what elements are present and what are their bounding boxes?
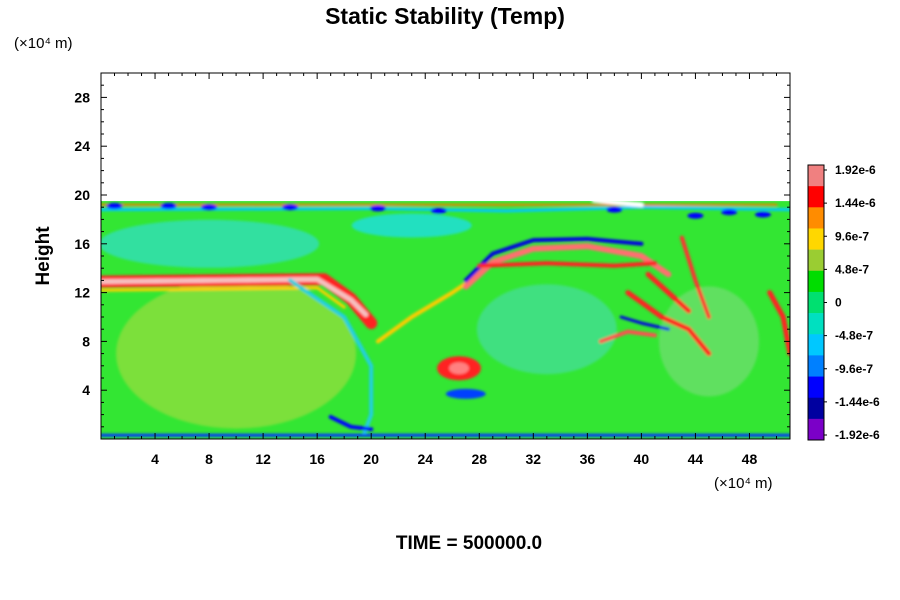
chart-title: Static Stability (Temp)	[325, 3, 565, 29]
y-tick-label: 12	[74, 285, 90, 301]
colorbar-segment	[808, 291, 824, 314]
tilted-band	[645, 271, 692, 314]
colorbar-label: 0	[835, 296, 842, 310]
colorbar-label: -1.44e-6	[835, 395, 880, 409]
x-axis-ticks: 4 8 12 16 20 24 28 32 36 40 44 48	[114, 73, 777, 467]
upper-layer	[101, 205, 790, 213]
colorbar-label: 1.44e-6	[835, 196, 876, 210]
upper-blob	[369, 205, 386, 212]
colorbar-label: -4.8e-7	[835, 329, 873, 343]
x-tick-label: 4	[151, 451, 159, 467]
field-structures	[101, 197, 790, 437]
colorbar-segment	[808, 418, 824, 441]
colorbar-segment	[808, 186, 824, 208]
y-tick-label: 8	[82, 333, 90, 349]
y-tick-label: 28	[74, 89, 90, 105]
cool-patch	[101, 219, 320, 268]
stable-layer-fringe	[101, 286, 346, 309]
stable-layer-core	[101, 276, 369, 318]
colorbar-segment	[808, 207, 824, 229]
y-tick-label: 16	[74, 236, 90, 252]
colorbar-segment	[808, 228, 824, 250]
colorbar-segment	[808, 270, 824, 293]
x-axis-units: (×10⁴ m)	[714, 475, 773, 492]
upper-blob	[160, 202, 177, 209]
upper-blob	[106, 202, 123, 209]
colorbar: 1.92e-6 1.44e-6 9.6e-7 4.8e-7 0 -4.8e-7 -9.6e-…	[807, 163, 880, 442]
x-tick-label: 44	[688, 451, 704, 467]
colorbar-segment	[808, 249, 824, 272]
upper-blob	[201, 204, 218, 211]
positive-blob-core	[449, 362, 470, 375]
upper-blob	[721, 209, 738, 216]
colorbar-segment	[808, 376, 824, 398]
top-gap	[591, 197, 644, 208]
x-tick-label: 24	[417, 451, 433, 467]
time-label: TIME = 500000.0	[396, 533, 542, 554]
shear-line	[288, 278, 374, 435]
upper-blob	[754, 211, 771, 218]
stable-band	[477, 261, 657, 268]
cool-patch	[351, 213, 472, 238]
unstable-arch	[463, 236, 644, 283]
x-tick-label: 32	[526, 451, 542, 467]
x-tick-label: 20	[363, 451, 379, 467]
x-tick-label: 48	[742, 451, 758, 467]
x-tick-label: 28	[471, 451, 487, 467]
colorbar-label: -9.6e-7	[835, 362, 873, 376]
colorbar-segment	[808, 165, 824, 187]
y-tick-label: 20	[74, 187, 90, 203]
tilted-band	[625, 290, 712, 357]
colorbar-segment	[808, 355, 824, 377]
negative-blob	[445, 388, 486, 399]
y-axis-label: Height	[33, 226, 54, 286]
colorbar-label: 4.8e-7	[835, 262, 869, 276]
y-tick-label: 24	[74, 138, 90, 154]
y-tick-label: 4	[82, 382, 90, 398]
colorbar-segment	[808, 313, 824, 335]
x-tick-label: 12	[255, 451, 271, 467]
tilted-band	[679, 235, 711, 319]
tilted-band	[619, 315, 670, 331]
bottom-blob	[328, 415, 374, 432]
stability-field	[101, 197, 790, 439]
y-axis-units: (×10⁴ m)	[14, 35, 73, 52]
upper-blob	[687, 212, 704, 219]
upper-blob	[282, 204, 299, 211]
colorbar-label: 1.92e-6	[835, 163, 876, 177]
x-tick-label: 8	[205, 451, 213, 467]
colorbar-segment	[808, 397, 824, 420]
x-tick-label: 40	[634, 451, 650, 467]
x-tick-label: 36	[580, 451, 596, 467]
cool-patch	[476, 284, 617, 375]
colorbar-segment	[808, 334, 824, 356]
upper-blob	[430, 207, 447, 214]
x-tick-label: 16	[309, 451, 325, 467]
colorbar-label: -1.92e-6	[835, 428, 880, 442]
upper-blob	[606, 206, 623, 213]
colorbar-label: 9.6e-7	[835, 229, 869, 243]
tilted-band	[598, 329, 657, 344]
warm-patch	[116, 278, 357, 429]
warm-patch	[658, 286, 759, 397]
y-axis-ticks: 4 8 12 16 20 24 28	[74, 84, 790, 428]
